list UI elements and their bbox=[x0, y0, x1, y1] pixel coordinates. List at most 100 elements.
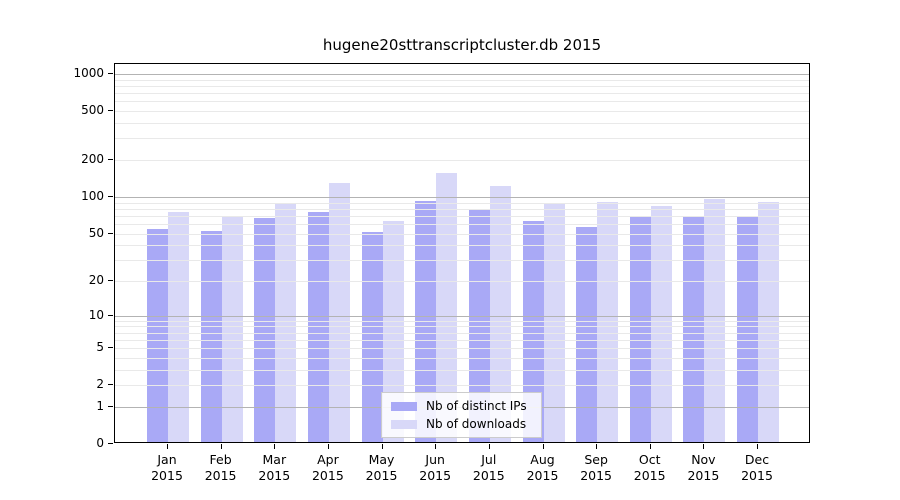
minor-gridline bbox=[115, 138, 809, 140]
minor-gridline bbox=[115, 385, 809, 387]
minor-gridline bbox=[115, 93, 809, 95]
y-tick-label: 1000 bbox=[73, 66, 104, 81]
bar-distinct-ips bbox=[361, 231, 383, 442]
legend: Nb of distinct IPs Nb of downloads bbox=[381, 392, 542, 438]
bar-downloads bbox=[543, 203, 565, 442]
x-tick-label: Jun 2015 bbox=[405, 452, 465, 484]
x-tick-label: Jan 2015 bbox=[137, 452, 197, 484]
minor-gridline bbox=[115, 332, 809, 334]
bar-downloads bbox=[382, 221, 404, 442]
x-tick-label: Jul 2015 bbox=[459, 452, 519, 484]
minor-gridline bbox=[115, 348, 809, 350]
x-tick-label: Oct 2015 bbox=[620, 452, 680, 484]
bar-downloads bbox=[758, 201, 779, 442]
minor-gridline bbox=[115, 202, 809, 204]
bar-downloads bbox=[650, 206, 672, 442]
minor-gridline bbox=[115, 339, 809, 341]
y-tick-mark bbox=[108, 405, 113, 407]
x-tick-year: 2015 bbox=[365, 468, 398, 483]
minor-gridline bbox=[115, 101, 809, 103]
legend-label: Nb of downloads bbox=[426, 417, 527, 431]
x-tick-label: Sep 2015 bbox=[566, 452, 626, 484]
x-tick-mark bbox=[542, 444, 544, 449]
x-tick-mark bbox=[596, 444, 598, 449]
y-tick-mark bbox=[108, 347, 113, 349]
x-tick-month: Nov bbox=[691, 452, 716, 467]
x-tick-mark bbox=[488, 444, 490, 449]
y-tick-mark bbox=[108, 443, 113, 444]
legend-swatch bbox=[391, 401, 417, 411]
bar-downloads bbox=[221, 216, 243, 442]
x-tick-month: Aug bbox=[530, 452, 555, 467]
y-tick-label: 1 bbox=[96, 398, 104, 413]
minor-gridline bbox=[115, 160, 809, 162]
minor-gridline bbox=[115, 215, 809, 217]
bar-distinct-ips bbox=[683, 216, 705, 442]
x-tick-year: 2015 bbox=[258, 468, 291, 483]
x-tick-year: 2015 bbox=[741, 468, 773, 483]
x-tick-year: 2015 bbox=[526, 468, 559, 483]
y-tick-mark bbox=[108, 159, 113, 161]
minor-gridline bbox=[115, 223, 809, 225]
x-tick-mark bbox=[649, 444, 651, 449]
chart-title: hugene20sttranscriptcluster.db 2015 bbox=[322, 36, 602, 54]
bar-distinct-ips bbox=[629, 216, 651, 442]
x-tick-month: Oct bbox=[638, 452, 661, 467]
bar-downloads bbox=[704, 198, 726, 442]
x-tick-year: 2015 bbox=[687, 468, 720, 483]
y-tick-label: 2 bbox=[96, 377, 104, 392]
bar-downloads bbox=[275, 203, 297, 442]
x-tick-year: 2015 bbox=[311, 468, 344, 483]
minor-gridline bbox=[115, 208, 809, 210]
y-tick-label: 100 bbox=[81, 188, 104, 203]
y-tick-mark bbox=[108, 280, 113, 281]
x-tick-mark bbox=[703, 444, 705, 449]
bar-distinct-ips bbox=[254, 217, 276, 442]
legend-item: Nb of distinct IPs bbox=[391, 399, 527, 413]
minor-gridline bbox=[115, 111, 809, 113]
plot-area: Nb of distinct IPs Nb of downloads bbox=[114, 63, 810, 443]
bar-distinct-ips bbox=[200, 230, 222, 442]
x-tick-mark bbox=[220, 444, 222, 449]
bar-distinct-ips bbox=[468, 208, 490, 442]
minor-gridline bbox=[115, 233, 809, 235]
major-gridline bbox=[115, 196, 809, 198]
x-tick-label: Nov 2015 bbox=[673, 452, 733, 484]
y-tick-mark bbox=[108, 195, 113, 197]
x-tick-month: Feb bbox=[209, 452, 232, 467]
x-tick-mark bbox=[274, 444, 276, 449]
x-tick-year: 2015 bbox=[472, 468, 505, 483]
x-tick-label: Apr 2015 bbox=[298, 452, 358, 484]
minor-gridline bbox=[115, 357, 809, 359]
legend-swatch bbox=[391, 419, 417, 429]
y-tick-label: 50 bbox=[88, 225, 104, 240]
x-tick-year: 2015 bbox=[633, 468, 666, 483]
bar-downloads bbox=[328, 183, 350, 442]
bar-downloads bbox=[597, 201, 619, 442]
x-tick-label: Aug 2015 bbox=[513, 452, 573, 484]
x-tick-year: 2015 bbox=[204, 468, 237, 483]
x-tick-month: Jun bbox=[425, 452, 445, 467]
minor-gridline bbox=[115, 281, 809, 282]
minor-gridline bbox=[115, 79, 809, 81]
y-tick-label: 0 bbox=[96, 436, 104, 450]
minor-gridline bbox=[115, 369, 809, 371]
x-tick-mark bbox=[381, 444, 383, 449]
x-tick-month: Sep bbox=[584, 452, 608, 467]
x-tick-month: Jul bbox=[481, 452, 497, 467]
minor-gridline bbox=[115, 86, 809, 87]
x-tick-label: May 2015 bbox=[352, 452, 412, 484]
x-tick-month: Mar bbox=[262, 452, 287, 467]
y-tick-label: 10 bbox=[88, 307, 104, 322]
x-tick-mark bbox=[757, 444, 758, 449]
x-tick-mark bbox=[167, 444, 168, 449]
minor-gridline bbox=[115, 320, 809, 322]
y-tick-label: 500 bbox=[81, 103, 104, 118]
y-tick-mark bbox=[108, 384, 113, 386]
y-tick-label: 5 bbox=[96, 340, 104, 355]
major-gridline bbox=[115, 315, 809, 317]
y-tick-mark bbox=[108, 110, 113, 112]
legend-label: Nb of distinct IPs bbox=[426, 399, 527, 413]
bar-downloads bbox=[489, 185, 511, 442]
